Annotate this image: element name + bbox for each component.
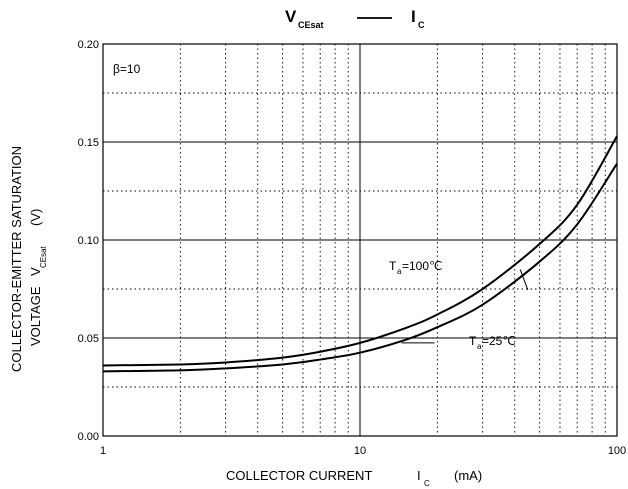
series-label-25c-symbol: T xyxy=(469,334,477,348)
y-tick-label: 0.10 xyxy=(78,235,99,247)
series-label-25c-value: =25℃ xyxy=(482,334,516,348)
x-tick-label: 100 xyxy=(608,445,626,457)
y-axis-title-subscript: CEsat xyxy=(39,245,48,268)
x-axis-title-symbol: I xyxy=(417,468,421,483)
series-label-100c-symbol: T xyxy=(389,259,397,273)
y-tick-label: 0.20 xyxy=(78,39,99,51)
y-axis-title-unit: (V) xyxy=(28,209,43,226)
y-axis-title-prefix: VOLTAGE xyxy=(28,286,43,346)
grid xyxy=(102,43,618,437)
x-axis-title-unit: (mA) xyxy=(454,468,482,483)
series-label-25c-subscript: a xyxy=(477,342,482,351)
title-ic-symbol: I xyxy=(411,7,416,26)
x-axis-title-main: COLLECTOR CURRENT xyxy=(226,468,372,483)
x-tick-label: 1 xyxy=(100,445,106,457)
chart-title: V CEsat I C xyxy=(285,7,425,30)
series-label-100c-value: =100℃ xyxy=(402,259,443,273)
tick-labels: 0.00 0.05 0.10 0.15 0.20 1 10 100 xyxy=(78,39,627,457)
x-tick-label: 10 xyxy=(354,445,366,457)
y-axis-title: COLLECTOR-EMITTER SATURATION xyxy=(9,146,24,372)
series-line-100c xyxy=(102,135,618,367)
y-axis-title-line1: COLLECTOR-EMITTER SATURATION xyxy=(9,146,24,372)
y-tick-label: 0.05 xyxy=(78,333,99,345)
series-lines xyxy=(102,135,618,373)
y-tick-label: 0.00 xyxy=(78,431,99,443)
x-axis-title: COLLECTOR CURRENT I C (mA) xyxy=(226,468,482,488)
plot-frame xyxy=(102,43,618,437)
label-leader-100c xyxy=(519,269,529,291)
title-vce-symbol: V xyxy=(285,7,297,26)
title-ic-subscript: C xyxy=(418,20,425,30)
series-label-25c: T a =25℃ xyxy=(469,334,516,351)
y-tick-label: 0.15 xyxy=(78,137,99,149)
y-axis-title-line2: VOLTAGE V CEsat (V) xyxy=(28,209,48,346)
series-label-100c: T a =100℃ xyxy=(389,259,443,276)
y-axis-title-symbol: V xyxy=(28,267,43,276)
beta-annotation: β=10 xyxy=(113,62,141,76)
series-line-25c xyxy=(102,163,618,373)
x-axis-title-subscript: C xyxy=(424,479,430,488)
title-vce-subscript: CEsat xyxy=(298,20,324,30)
series-label-100c-subscript: a xyxy=(397,267,402,276)
